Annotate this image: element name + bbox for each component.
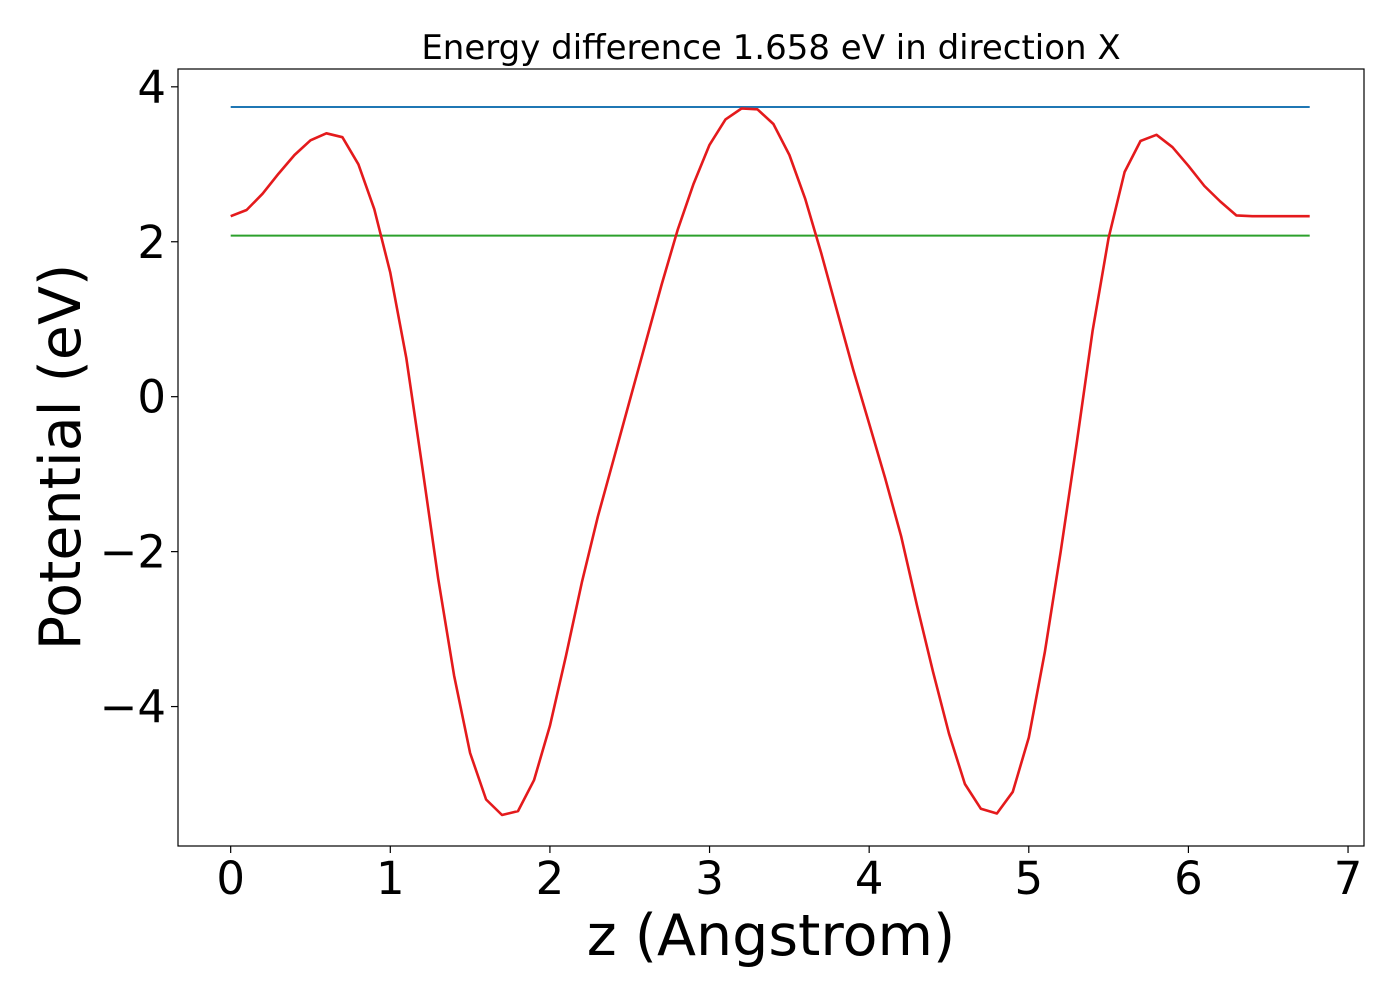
x-tick-label: 7: [1334, 852, 1363, 905]
x-tick-label: 5: [1014, 852, 1043, 905]
chart-title: Energy difference 1.658 eV in direction …: [421, 28, 1120, 68]
series-line-3: [230, 107, 1310, 817]
x-axis: 0 1 2 3 4 5 6 7: [216, 846, 1362, 905]
y-axis: −4 −2 0 2 4: [100, 61, 178, 734]
x-tick-label: 4: [855, 852, 884, 905]
y-tick-label: 2: [137, 216, 166, 269]
y-tick-label: −2: [100, 526, 166, 579]
series-layer: [230, 106, 1310, 817]
x-tick-label: 6: [1174, 852, 1203, 905]
y-tick-label: 0: [137, 371, 166, 424]
x-tick-label: 2: [536, 852, 565, 905]
x-tick-label: 1: [376, 852, 405, 905]
x-tick-label: 3: [695, 852, 724, 905]
y-tick-label: 4: [137, 61, 166, 114]
x-axis-label: z (Angstrom): [587, 903, 955, 969]
y-tick-label: −4: [100, 681, 166, 734]
x-tick-label: 0: [216, 852, 245, 905]
plot-frame: [177, 68, 1365, 847]
y-axis-label: Potential (eV): [28, 264, 94, 650]
